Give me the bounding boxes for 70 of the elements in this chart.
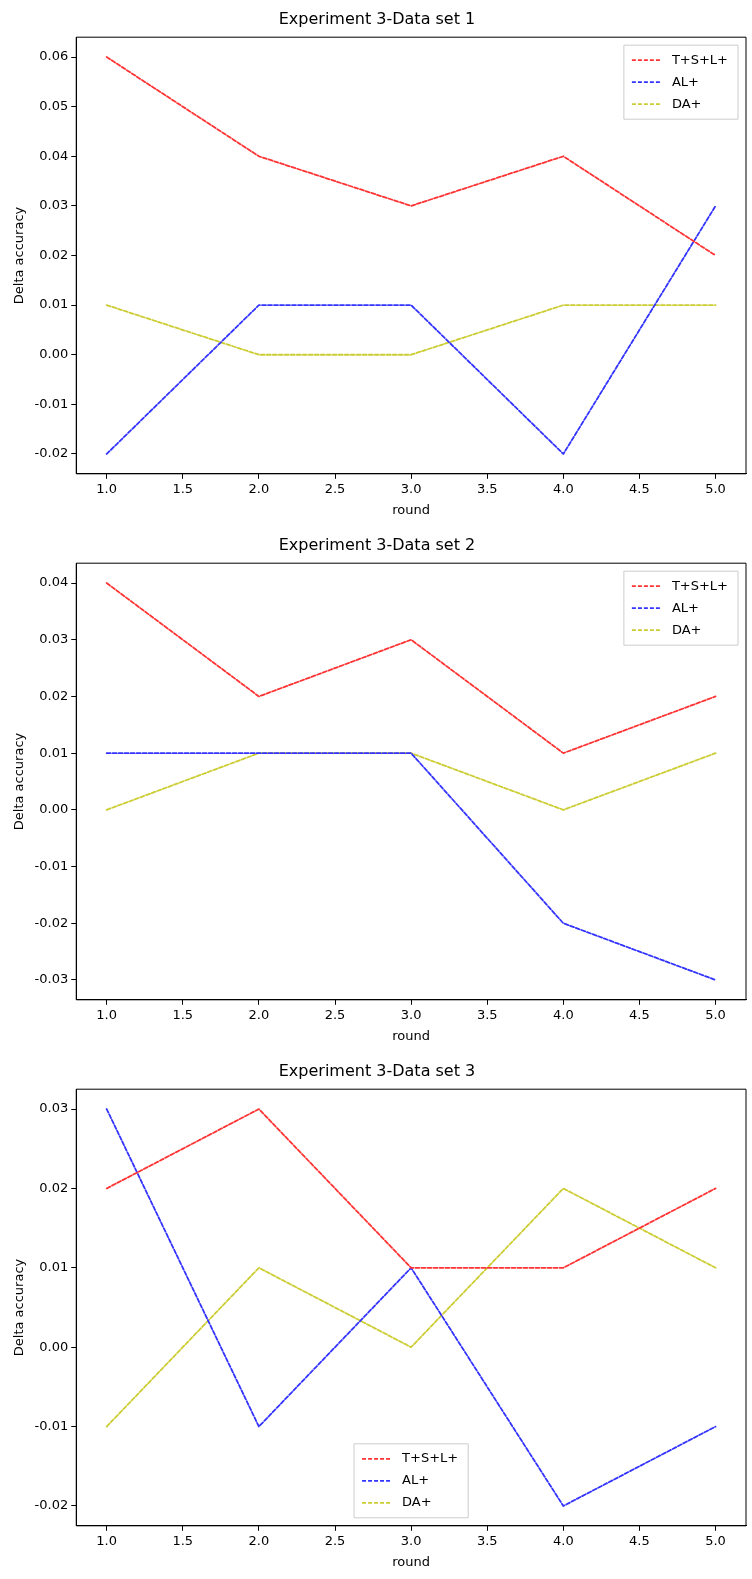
y-tick-label: 0.02 <box>39 1179 69 1195</box>
y-tick-label: -0.01 <box>34 857 69 873</box>
x-tick-label: 2.5 <box>324 480 346 496</box>
chart-title: Experiment 3-Data set 2 <box>278 534 476 554</box>
x-tick-label: 2.5 <box>324 1532 346 1548</box>
y-tick-label: 0.06 <box>39 48 69 64</box>
y-tick-label: 0.03 <box>39 1100 69 1116</box>
y-tick-label: 0.02 <box>39 687 69 703</box>
x-tick-label: 5.0 <box>705 1006 726 1022</box>
x-tick-label: 5.0 <box>705 1532 726 1548</box>
y-tick-label: -0.02 <box>34 1497 69 1513</box>
y-tick-label: 0.01 <box>39 1259 69 1275</box>
x-tick-label: 5.0 <box>705 480 726 496</box>
y-tick-label: 0.04 <box>39 147 69 163</box>
x-tick-label: 4.5 <box>629 480 650 496</box>
x-tick-label: 3.5 <box>476 1532 498 1548</box>
x-tick-label: 1.0 <box>96 1532 118 1548</box>
x-tick-label: 4.5 <box>629 1532 650 1548</box>
x-tick-label: 1.0 <box>96 480 118 496</box>
line-series <box>105 1187 717 1428</box>
y-tick-label: -0.01 <box>34 395 69 411</box>
y-tick-label: 0.01 <box>39 296 69 312</box>
x-tick-label: 1.0 <box>96 1006 118 1022</box>
x-tick-label: 4.5 <box>629 1006 650 1022</box>
x-tick-label: 3.5 <box>476 1006 498 1022</box>
legend-label: AL+ <box>671 599 699 615</box>
x-tick-label: 1.5 <box>172 1006 194 1022</box>
y-tick-label: 0.05 <box>39 98 69 114</box>
x-tick-label: 1.5 <box>172 1532 194 1548</box>
legend-label: T+S+L+ <box>401 1450 459 1466</box>
y-tick-label: -0.01 <box>34 1417 69 1433</box>
x-tick-label: 3.0 <box>400 1532 422 1548</box>
x-tick-label: 2.0 <box>248 480 270 496</box>
y-tick-label: 0.02 <box>39 246 69 262</box>
x-tick-label: 4.0 <box>552 1006 574 1022</box>
x-tick-label: 2.5 <box>324 1006 346 1022</box>
y-tick-label: 0.01 <box>39 744 69 760</box>
x-tick-label: 3.5 <box>476 480 498 496</box>
y-tick-label: 0.00 <box>39 346 69 362</box>
y-tick-label: 0.00 <box>39 1338 69 1354</box>
y-axis-title: Delta accuracy <box>11 206 27 305</box>
x-tick-label: 3.0 <box>400 1006 422 1022</box>
y-tick-label: 0.03 <box>39 631 69 647</box>
x-axis-title: round <box>392 1553 430 1569</box>
chart-title: Experiment 3-Data set 1 <box>278 8 476 28</box>
legend-label: DA+ <box>402 1494 432 1510</box>
chart-title: Experiment 3-Data set 3 <box>278 1060 476 1080</box>
y-axis-title: Delta accuracy <box>11 1258 27 1357</box>
x-axis-title: round <box>392 501 430 517</box>
x-tick-label: 2.0 <box>248 1532 270 1548</box>
x-tick-label: 4.0 <box>552 1532 574 1548</box>
y-tick-label: 0.00 <box>39 801 69 817</box>
legend-label: AL+ <box>671 73 699 89</box>
y-tick-label: -0.02 <box>34 914 69 930</box>
x-tick-label: 2.0 <box>248 1006 270 1022</box>
y-tick-label: -0.03 <box>34 971 69 987</box>
legend-label: T+S+L+ <box>670 577 729 593</box>
x-tick-label: 1.5 <box>172 480 194 496</box>
y-tick-label: 0.03 <box>39 197 69 213</box>
x-tick-label: 4.0 <box>552 480 574 496</box>
line-series <box>105 1108 717 1507</box>
legend-label: DA+ <box>671 95 702 111</box>
legend-label: DA+ <box>671 621 702 637</box>
y-axis-title: Delta accuracy <box>11 732 27 831</box>
x-axis-title: round <box>392 1027 430 1043</box>
y-tick-label: 0.04 <box>39 574 69 590</box>
x-tick-label: 3.0 <box>400 480 422 496</box>
y-tick-label: -0.02 <box>34 445 69 461</box>
legend-label: AL+ <box>402 1472 430 1488</box>
legend-label: T+S+L+ <box>670 51 729 67</box>
